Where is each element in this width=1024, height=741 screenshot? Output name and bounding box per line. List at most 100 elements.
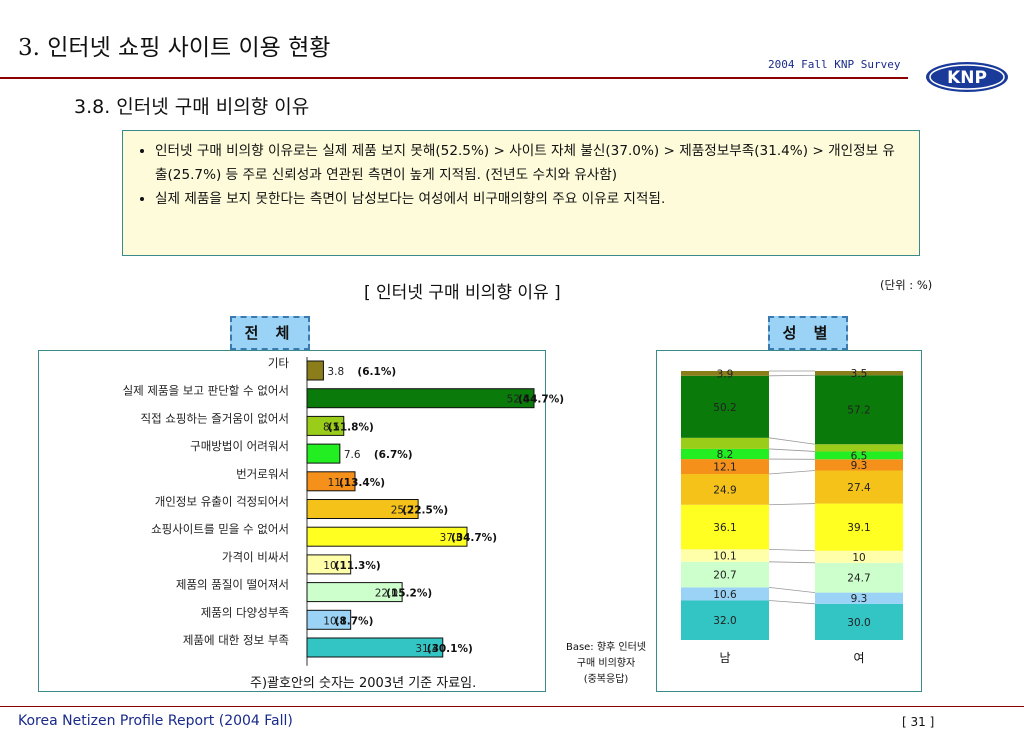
connector-line [768, 448, 816, 452]
category-label: 개인정보 유출이 걱정되어서 [155, 495, 289, 509]
prev-year-label: (34.7%) [451, 532, 497, 544]
category-label: 제품의 다양성부족 [201, 605, 289, 619]
gender-label: 남 [719, 651, 730, 665]
prev-year-label: (8.7%) [335, 615, 374, 627]
stacked-segment [815, 371, 903, 376]
survey-label: 2004 Fall KNP Survey [768, 58, 901, 71]
category-label: 실제 제품을 보고 판단할 수 없어서 [123, 384, 289, 398]
stacked-segment [681, 448, 769, 460]
bar-value-label: 3.8 [327, 366, 344, 378]
gender-chart-frame [656, 350, 922, 692]
bar-value-label: 10.1 [323, 615, 346, 627]
bar [306, 415, 345, 436]
bar [306, 499, 419, 519]
bar [306, 443, 341, 464]
bar [306, 360, 324, 381]
bar-value-label: 37.0 [440, 532, 463, 544]
segment-value-label: 57.2 [847, 405, 870, 417]
prev-year-label: (15.2%) [386, 588, 432, 600]
segment-value-label: 50.2 [713, 402, 736, 414]
stacked-segment [815, 592, 903, 604]
summary-bullet: 인터넷 구매 비의향 이유로는 실제 제품 보지 못해(52.5%) > 사이트… [155, 139, 905, 187]
stacked-segment [681, 504, 769, 550]
stacked-segment [681, 561, 769, 588]
stacked-segment [681, 371, 769, 376]
connector-line [768, 600, 816, 605]
stacked-segment [681, 474, 769, 505]
base-note: Base: 향후 인터넷 구매 비의향자 (중복응답) [550, 640, 662, 688]
connector-line [768, 437, 816, 445]
prev-year-label: (6.7%) [374, 449, 413, 461]
segment-value-label: 10.1 [713, 551, 736, 563]
connector-line [768, 548, 816, 552]
category-label: 가격이 비싸서 [222, 550, 289, 564]
segment-value-label: 10.6 [713, 589, 737, 601]
segment-value-label: 27.4 [847, 482, 871, 494]
connector-line [768, 586, 816, 593]
connector-line [768, 503, 816, 506]
bar [306, 609, 352, 630]
chart-title: [ 인터넷 구매 비의향 이유 ] [364, 283, 561, 303]
category-label: 구매방법이 어려워서 [190, 439, 289, 453]
base-note-line: (중복응답) [583, 674, 629, 685]
category-label: 번거로워서 [236, 467, 289, 481]
base-note-line: 구매 비의향자 [576, 658, 636, 669]
header-divider [0, 77, 908, 79]
category-label: 제품의 품질이 떨어져서 [176, 578, 289, 592]
bar-value-label: 25.7 [391, 505, 414, 517]
prev-year-label: (13.4%) [339, 477, 385, 489]
segment-value-label: 30.0 [847, 617, 870, 629]
bar-value-label: 22.0 [375, 588, 398, 600]
gender-tag: 성 별 [768, 316, 848, 350]
stacked-segment [815, 503, 903, 551]
bar [306, 582, 403, 603]
prev-year-label: (44.7%) [518, 394, 564, 406]
prev-year-label: (30.1%) [427, 643, 473, 655]
gender-label: 여 [853, 651, 864, 665]
stacked-segment [681, 600, 769, 640]
page-number: [ 31 ] [902, 715, 935, 729]
stacked-segment [815, 375, 903, 445]
segment-value-label: 3.5 [851, 368, 868, 380]
stacked-segment [681, 459, 769, 475]
footer-divider [0, 706, 1024, 707]
bar-value-label: 10.1 [323, 560, 346, 572]
section-title: 3.8. 인터넷 구매 비의향 이유 [74, 96, 310, 118]
prev-year-label: (22.5%) [402, 505, 448, 517]
report-name: Korea Netizen Profile Report (2004 Fall) [18, 713, 293, 729]
stacked-segment [681, 437, 769, 449]
stacked-segment [681, 587, 769, 601]
segment-value-label: 36.1 [713, 522, 736, 534]
bar-value-label: 31.4 [415, 643, 439, 655]
knp-logo: KNP [926, 62, 1008, 92]
summary-bullet: 실제 제품을 보지 못한다는 측면이 남성보다는 여성에서 비구매의향의 주요 … [155, 187, 905, 211]
bar-value-label: 52.5 [507, 394, 530, 406]
segment-value-label: 12.1 [713, 462, 736, 474]
prev-year-label: (6.1%) [357, 366, 396, 378]
stacked-segment [815, 451, 903, 460]
segment-value-label: 24.9 [713, 484, 736, 496]
category-label: 제품에 대한 정보 부족 [183, 633, 289, 647]
unit-label: (단위 : %) [880, 278, 933, 292]
category-label: 쇼핑사이트를 믿을 수 없어서 [151, 522, 289, 536]
bar [306, 637, 444, 658]
stacked-segment [815, 470, 903, 504]
page-title: 3. 인터넷 쇼핑 사이트 이용 현황 [18, 35, 331, 61]
bar-value-label: 8.5 [323, 421, 340, 433]
segment-value-label: 6.5 [851, 450, 868, 462]
bar-value-label: 11.1 [328, 477, 351, 489]
segment-value-label: 24.7 [847, 573, 870, 585]
stacked-segment [681, 549, 769, 562]
stacked-segment [815, 459, 903, 471]
segment-value-label: 3.9 [717, 368, 734, 380]
stacked-segment [681, 375, 769, 438]
segment-value-label: 39.1 [847, 522, 870, 534]
segment-value-label: 9.3 [851, 460, 868, 472]
overall-chart-frame [38, 350, 546, 692]
bar [306, 471, 356, 492]
category-label: 직접 쇼핑하는 즐거움이 없어서 [140, 411, 289, 425]
base-note-line: Base: 향후 인터넷 [565, 642, 647, 653]
overall-tag: 전 체 [230, 316, 310, 350]
summary-box: 인터넷 구매 비의향 이유로는 실제 제품 보지 못해(52.5%) > 사이트… [122, 130, 920, 256]
